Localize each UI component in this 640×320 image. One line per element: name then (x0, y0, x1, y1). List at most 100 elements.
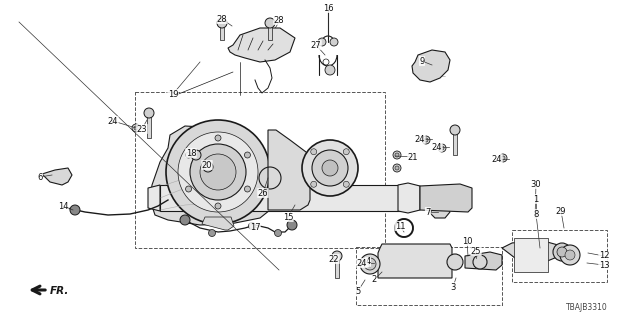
Circle shape (343, 181, 349, 187)
Circle shape (330, 38, 338, 46)
Polygon shape (502, 240, 562, 262)
Circle shape (325, 65, 335, 75)
Text: 8: 8 (533, 210, 539, 219)
Circle shape (322, 160, 338, 176)
Text: 2: 2 (371, 276, 376, 284)
Bar (356, 247, 502, 305)
Polygon shape (465, 252, 502, 270)
Bar (512, 230, 607, 282)
Text: FR.: FR. (50, 286, 69, 296)
Circle shape (190, 144, 246, 200)
Circle shape (450, 125, 460, 135)
Text: 17: 17 (250, 222, 260, 231)
Text: 28: 28 (217, 14, 227, 23)
Text: 1: 1 (533, 195, 539, 204)
Text: 15: 15 (283, 212, 293, 221)
Text: 24: 24 (432, 142, 442, 151)
Text: TBAJB3310: TBAJB3310 (566, 303, 608, 312)
Circle shape (332, 251, 342, 261)
Polygon shape (378, 244, 452, 278)
Circle shape (132, 124, 140, 132)
Text: 9: 9 (419, 57, 424, 66)
Polygon shape (453, 132, 457, 155)
Circle shape (275, 229, 282, 236)
Circle shape (318, 38, 326, 46)
Circle shape (312, 150, 348, 186)
Circle shape (134, 126, 138, 130)
Circle shape (180, 215, 190, 225)
Circle shape (215, 203, 221, 209)
Circle shape (244, 152, 250, 158)
Text: 24: 24 (108, 116, 118, 125)
Circle shape (248, 222, 255, 229)
Circle shape (215, 135, 221, 141)
Text: 16: 16 (323, 4, 333, 12)
Circle shape (440, 146, 444, 150)
Circle shape (311, 181, 317, 187)
Circle shape (393, 164, 401, 172)
Circle shape (166, 120, 270, 224)
Text: 12: 12 (599, 252, 609, 260)
Polygon shape (148, 185, 160, 211)
Text: 10: 10 (461, 236, 472, 245)
Circle shape (70, 205, 80, 215)
Circle shape (393, 151, 401, 159)
Bar (135, 92, 385, 248)
Circle shape (501, 156, 505, 160)
Text: 24: 24 (356, 259, 367, 268)
Circle shape (364, 258, 376, 270)
Text: 26: 26 (258, 188, 268, 197)
Text: 27: 27 (310, 41, 321, 50)
Circle shape (287, 220, 297, 230)
Circle shape (203, 162, 213, 172)
Circle shape (360, 254, 380, 274)
Circle shape (302, 140, 358, 196)
Text: 11: 11 (395, 221, 405, 230)
Text: 29: 29 (556, 206, 566, 215)
Text: 7: 7 (426, 207, 431, 217)
Text: 28: 28 (274, 15, 284, 25)
Circle shape (424, 138, 428, 142)
Circle shape (565, 250, 575, 260)
Polygon shape (150, 126, 270, 225)
Polygon shape (202, 217, 234, 230)
Circle shape (447, 254, 463, 270)
Circle shape (560, 245, 580, 265)
Text: 22: 22 (329, 254, 339, 263)
Circle shape (422, 136, 430, 144)
Text: 21: 21 (408, 153, 419, 162)
Polygon shape (147, 115, 151, 138)
Polygon shape (514, 238, 548, 272)
Circle shape (186, 186, 191, 192)
Circle shape (178, 132, 258, 212)
Circle shape (265, 18, 275, 28)
Polygon shape (268, 130, 310, 210)
Polygon shape (335, 258, 339, 278)
Text: 3: 3 (451, 283, 456, 292)
Text: 24: 24 (492, 155, 502, 164)
Polygon shape (412, 50, 450, 82)
Text: 13: 13 (598, 260, 609, 269)
Polygon shape (228, 28, 295, 62)
Text: 14: 14 (58, 202, 68, 211)
Polygon shape (420, 184, 472, 212)
Circle shape (395, 153, 399, 157)
Circle shape (343, 149, 349, 155)
Circle shape (144, 108, 154, 118)
Circle shape (217, 18, 227, 28)
Polygon shape (220, 24, 224, 40)
Polygon shape (430, 205, 450, 218)
Text: 19: 19 (168, 90, 179, 99)
Text: 24: 24 (415, 134, 425, 143)
Text: 25: 25 (471, 246, 481, 255)
Circle shape (557, 247, 567, 257)
Bar (160, 185, 400, 211)
Polygon shape (398, 183, 420, 213)
Circle shape (311, 149, 317, 155)
Text: 23: 23 (137, 124, 147, 133)
Text: 5: 5 (355, 286, 360, 295)
Circle shape (209, 229, 216, 236)
Circle shape (244, 186, 250, 192)
Text: 6: 6 (37, 172, 43, 181)
Circle shape (438, 144, 446, 152)
